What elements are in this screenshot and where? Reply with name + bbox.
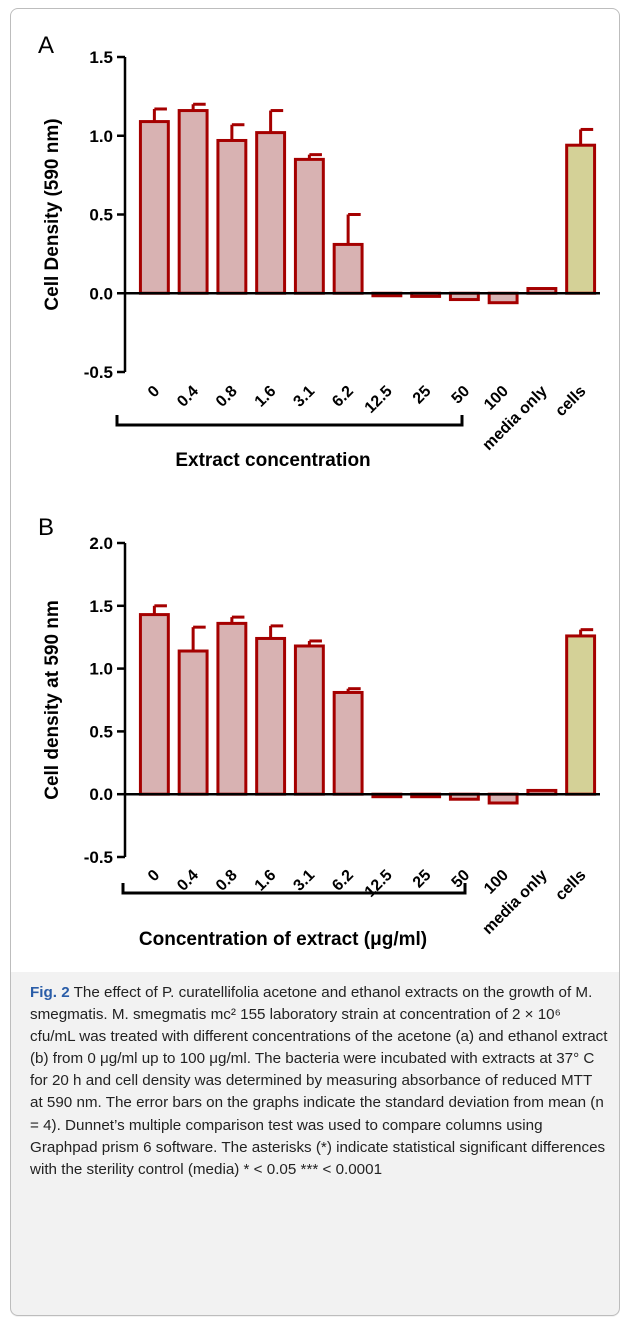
bar: [565, 143, 597, 295]
y-tick-label: 1.5: [89, 597, 113, 616]
x-tick-label: 0.4: [174, 867, 202, 895]
bar: [138, 613, 170, 796]
bar: [332, 242, 364, 295]
x-tick-label: 1.6: [252, 867, 280, 895]
y-tick-label: 2.0: [89, 534, 113, 553]
bar: [565, 634, 597, 796]
x-tick-label: 6.2: [329, 867, 357, 895]
bar: [255, 636, 287, 796]
bar: [487, 291, 519, 305]
bar: [293, 157, 325, 295]
bar: [177, 649, 209, 796]
x-tick-label: 50: [449, 383, 474, 408]
x-tick-label: 12.5: [362, 867, 396, 901]
x-axis-title: Concentration of extract (μg/ml): [139, 929, 427, 950]
bar: [487, 792, 519, 805]
x-tick-label: cells: [552, 867, 589, 904]
bar: [293, 644, 325, 796]
panel-label: B: [38, 514, 54, 541]
x-tick-label: 12.5: [362, 383, 396, 417]
concentration-bracket: [121, 883, 467, 895]
y-tick-label: 1.0: [89, 660, 113, 679]
bar: [216, 621, 248, 796]
y-tick-label: 0.5: [89, 206, 113, 225]
y-tick-label: -0.5: [84, 848, 113, 867]
y-tick-label: 0.5: [89, 722, 113, 741]
bar: [216, 138, 248, 295]
x-axis-title: Extract concentration: [175, 450, 370, 471]
x-tick-label: 50: [449, 867, 474, 892]
y-axis-title: Cell density at 590 nm: [42, 600, 63, 800]
y-tick-label: 0.0: [89, 785, 113, 804]
bar: [255, 131, 287, 295]
x-tick-label: 100: [481, 867, 512, 898]
x-tick-label: 100: [481, 383, 512, 414]
y-tick-label: 0.0: [89, 284, 113, 303]
concentration-bracket: [115, 415, 464, 427]
bar: [177, 109, 209, 295]
caption-text: The effect of P. curatellifolia acetone …: [30, 984, 608, 1178]
figure-caption: Fig. 2 The effect of P. curatellifolia a…: [10, 972, 620, 1317]
x-tick-label: 0.8: [213, 867, 241, 895]
caption-fig-label: Fig. 2: [30, 984, 70, 1001]
bar: [138, 120, 170, 295]
x-tick-label: 0: [145, 867, 163, 885]
x-tick-label: 6.2: [329, 383, 357, 411]
y-axis-title: Cell Density (590 nm): [42, 118, 63, 310]
y-tick-label: 1.5: [89, 48, 113, 67]
chart-panel-b: B 2.0 1.5 1.0 0.5 0.0 -0.5 Cell density at 590 …: [38, 514, 600, 950]
x-tick-label: 3.1: [290, 867, 318, 895]
x-tick-label: 3.1: [290, 383, 318, 411]
x-tick-label: 0.4: [174, 383, 202, 411]
x-tick-label: 0: [145, 383, 163, 401]
x-tick-label: 25: [410, 383, 435, 408]
y-tick-label: 1.0: [89, 127, 113, 146]
x-tick-label: 0.8: [213, 383, 241, 411]
x-tick-label: 1.6: [252, 383, 280, 411]
panel-label: A: [38, 32, 54, 59]
bar: [332, 690, 364, 796]
x-tick-label: cells: [552, 383, 589, 420]
y-tick-label: -0.5: [84, 363, 113, 382]
x-tick-label: 25: [410, 867, 435, 892]
